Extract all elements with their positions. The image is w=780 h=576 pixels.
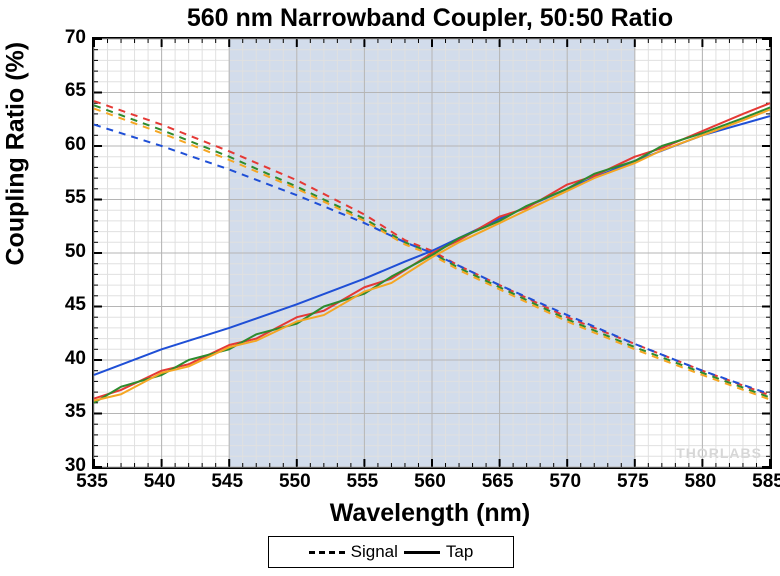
- legend-item: Tap: [404, 542, 473, 562]
- series-signal-blue: [94, 125, 770, 395]
- chart-title: 560 nm Narrowband Coupler, 50:50 Ratio: [92, 4, 768, 33]
- plot-area: THORLABS: [92, 37, 772, 469]
- series-tap-blue: [94, 116, 770, 375]
- y-tick-label: 55: [52, 187, 86, 209]
- y-tick-label: 65: [52, 80, 86, 102]
- legend-line-icon: [309, 551, 345, 554]
- x-axis-label: Wavelength (nm): [92, 499, 768, 528]
- legend-label: Signal: [351, 542, 398, 562]
- y-tick-label: 40: [52, 348, 86, 370]
- chart-container: 560 nm Narrowband Coupler, 50:50 Ratio C…: [0, 0, 780, 576]
- y-tick-label: 30: [52, 455, 86, 477]
- legend-label: Tap: [446, 542, 473, 562]
- plot-lines: [94, 39, 770, 467]
- x-tick-label: 545: [202, 471, 252, 493]
- legend: Signal Tap: [268, 536, 514, 568]
- x-tick-label: 540: [135, 471, 185, 493]
- x-tick-label: 550: [270, 471, 320, 493]
- x-tick-label: 565: [473, 471, 523, 493]
- y-tick-label: 45: [52, 294, 86, 316]
- x-tick-label: 585: [743, 471, 780, 493]
- x-tick-label: 560: [405, 471, 455, 493]
- y-tick-label: 35: [52, 401, 86, 423]
- x-tick-label: 575: [608, 471, 658, 493]
- series-tap-green: [94, 107, 770, 402]
- x-tick-label: 580: [675, 471, 725, 493]
- y-tick-label: 50: [52, 241, 86, 263]
- y-tick-label: 60: [52, 134, 86, 156]
- watermark: THORLABS: [676, 445, 762, 461]
- x-tick-label: 555: [337, 471, 387, 493]
- y-axis-label: Coupling Ratio (%): [2, 238, 31, 266]
- y-tick-label: 70: [52, 27, 86, 49]
- legend-item: Signal: [309, 542, 398, 562]
- legend-line-icon: [404, 551, 440, 554]
- x-tick-label: 570: [540, 471, 590, 493]
